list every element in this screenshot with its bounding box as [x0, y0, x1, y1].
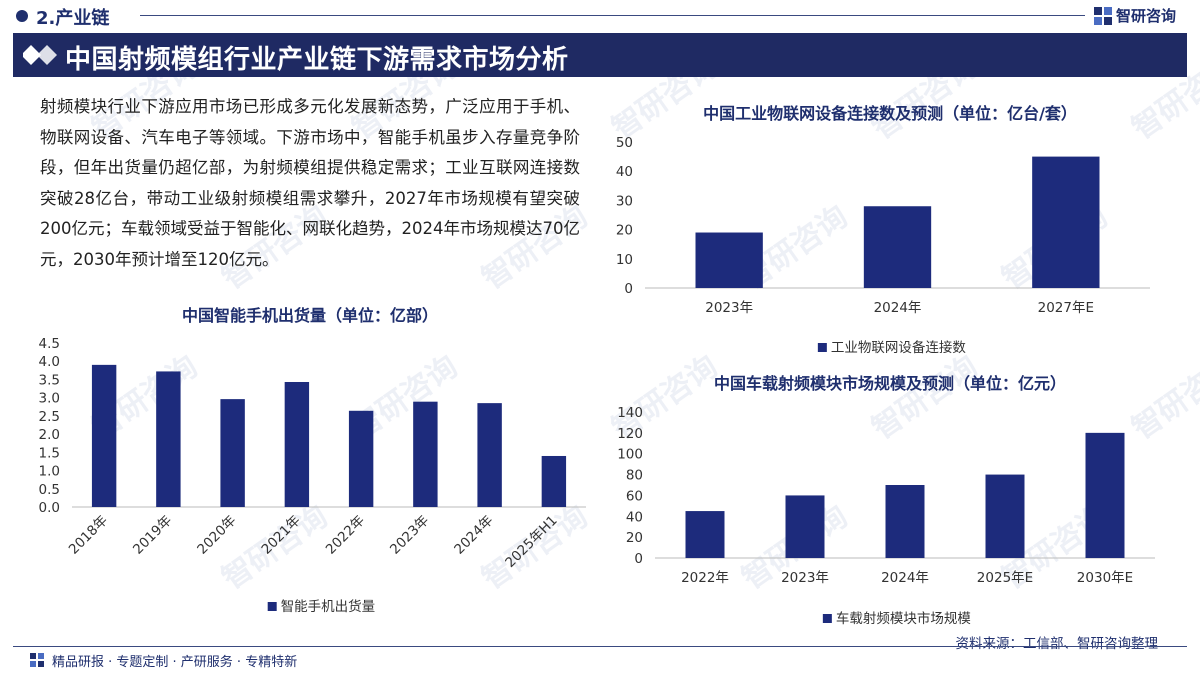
y-tick-label: 0	[634, 551, 643, 567]
y-tick-label: 4.0	[39, 354, 60, 370]
y-tick-label: 4.5	[39, 336, 60, 352]
chart-vehicle: 140 120 100 80 60 40 20 0 2022年 2023年 2024年 2025年E 2…	[617, 405, 1155, 627]
y-tick-label: 3.5	[39, 372, 60, 388]
x-tick-label: 2022年	[323, 513, 368, 558]
top-bar: 2.产业链 智研咨询	[0, 0, 1200, 32]
chart-title-vehicle: 中国车载射频模块市场规模及预测（单位：亿元）	[713, 374, 1066, 393]
bar	[348, 410, 374, 507]
brand-logo: 智研咨询	[1094, 5, 1186, 27]
footer-logo-icon	[30, 653, 44, 667]
chart-iot: 50 40 30 20 10 0 2023年 2024年 2027年E 工业物联网设备连接数	[616, 135, 1150, 356]
x-tick-label: 2024年	[874, 300, 922, 316]
x-tick-label: 2027年E	[1038, 300, 1094, 316]
section-label: 2.产业链	[36, 8, 110, 29]
x-tick-label: 2023年	[781, 570, 829, 586]
y-tick-label: 140	[617, 405, 643, 421]
x-tick-label: 2030年E	[1077, 570, 1133, 586]
x-tick-label: 2019年	[130, 513, 175, 558]
legend-label: 智能手机出货量	[281, 598, 376, 615]
y-tick-label: 30	[616, 193, 633, 209]
footer-tags-text: 精品研报 · 专题定制 · 产研服务 · 专精特新	[52, 655, 298, 670]
x-tick-label: 2024年	[451, 513, 496, 558]
x-tick-label: 2024年	[881, 570, 929, 586]
y-tick-label: 10	[616, 252, 633, 268]
y-tick-label: 1.0	[39, 464, 60, 480]
y-tick-label: 40	[626, 509, 643, 525]
source-note: 资料来源：工信部、智研咨询整理	[955, 636, 1159, 652]
x-tick-label: 2022年	[681, 570, 729, 586]
legend-swatch	[822, 614, 832, 623]
section-bullet-icon	[16, 10, 28, 22]
bar	[413, 401, 438, 507]
y-tick-label: 2.5	[39, 409, 60, 425]
page-title: 中国射频模组行业产业链下游需求市场分析	[65, 45, 569, 75]
bar	[863, 206, 932, 288]
y-tick-label: 1.5	[39, 445, 60, 461]
x-tick-label: 2023年	[387, 513, 432, 558]
chart-smartphone: 4.5 4.0 3.5 3.0 2.5 2.0 1.5 1.0 0.5 0.0 2018年 2019年…	[39, 336, 586, 615]
double-diamond-icon	[23, 45, 57, 65]
description-text: 射频模块行业下游应用市场已形成多元化发展新态势，广泛应用于手机、物联网设备、汽车…	[40, 97, 580, 269]
chart-legend: 工业物联网设备连接数	[817, 339, 966, 356]
x-tick-label: 2018年	[66, 513, 111, 558]
y-tick-label: 120	[617, 426, 643, 442]
y-tick-label: 40	[616, 164, 633, 180]
bar	[91, 364, 117, 507]
bar	[885, 485, 925, 558]
x-tick-label: 2025年H1	[502, 513, 560, 571]
bar	[785, 495, 825, 558]
legend-swatch	[267, 602, 277, 611]
y-tick-label: 0	[624, 281, 633, 297]
y-tick-label: 2.0	[39, 427, 60, 443]
y-tick-label: 0.5	[39, 482, 60, 498]
brand-name: 智研咨询	[1116, 7, 1177, 25]
y-tick-label: 100	[617, 447, 643, 463]
x-tick-label: 2021年	[259, 513, 304, 558]
bar	[541, 455, 567, 507]
y-tick-label: 3.0	[39, 391, 60, 407]
legend-label: 工业物联网设备连接数	[831, 339, 966, 356]
bar	[477, 403, 502, 507]
x-tick-label: 2023年	[705, 300, 753, 316]
title-banner: 中国射频模组行业产业链下游需求市场分析	[13, 33, 1187, 77]
bar	[284, 381, 310, 507]
y-tick-label: 60	[626, 488, 643, 504]
footer-divider	[13, 646, 1187, 647]
y-tick-label: 20	[626, 530, 643, 546]
y-tick-label: 0.0	[39, 500, 60, 516]
bar	[695, 232, 763, 288]
header-divider	[140, 15, 1085, 16]
chart-title-smartphone: 中国智能手机出货量（单位：亿部）	[181, 306, 438, 325]
chart-legend: 智能手机出货量	[267, 598, 376, 615]
x-tick-label: 2025年E	[977, 570, 1033, 586]
y-tick-label: 80	[626, 468, 643, 484]
brand-logo-icon	[1094, 7, 1112, 25]
chart-title-iot: 中国工业物联网设备连接数及预测（单位：亿台/套）	[703, 104, 1077, 123]
bar	[1085, 432, 1125, 558]
bar	[1032, 156, 1100, 288]
y-tick-label: 20	[616, 223, 633, 239]
bar	[156, 371, 181, 507]
legend-swatch	[817, 343, 827, 352]
legend-label: 车载射频模块市场规模	[836, 610, 971, 627]
bar	[985, 474, 1025, 558]
bar	[220, 399, 245, 507]
chart-legend: 车载射频模块市场规模	[822, 610, 971, 627]
x-tick-label: 2020年	[194, 513, 239, 558]
y-tick-label: 50	[616, 135, 633, 151]
bar	[685, 511, 725, 558]
